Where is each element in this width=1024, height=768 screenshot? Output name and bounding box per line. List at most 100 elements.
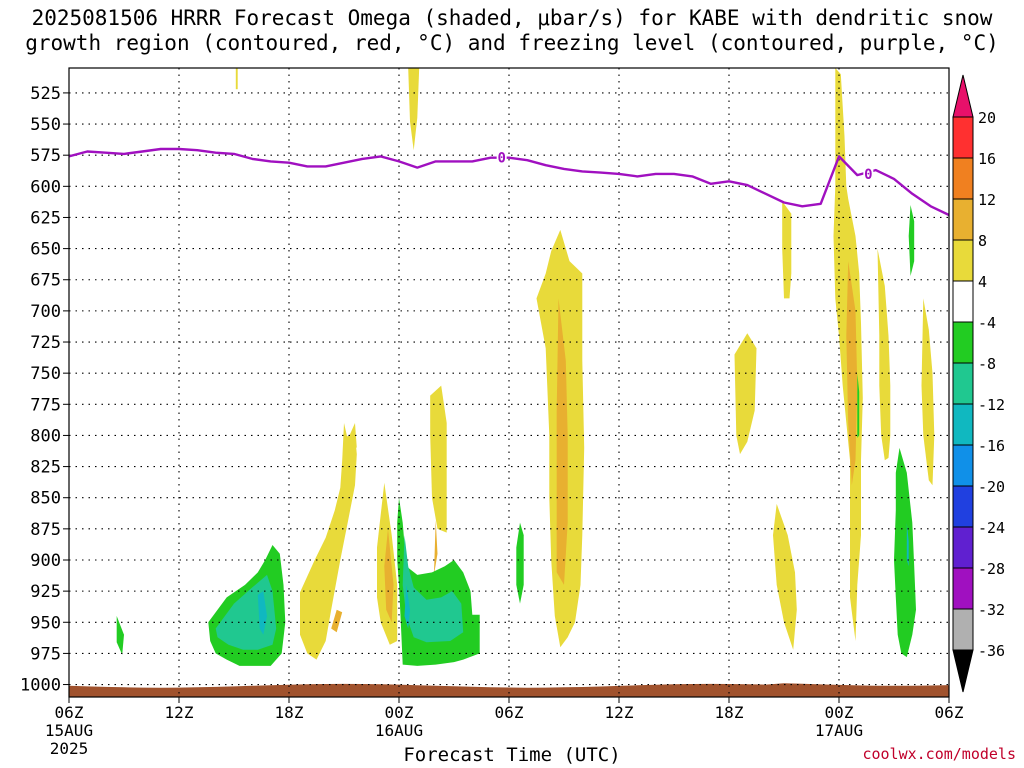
- y-tick-label-800: 800: [30, 426, 61, 446]
- x-tick-label-0: 06Z: [55, 703, 84, 722]
- y-tick-label-750: 750: [30, 364, 61, 384]
- credit-text[interactable]: coolwx.com/models: [862, 745, 1016, 763]
- omega-region-15: [846, 261, 858, 486]
- colorbar: 20 16 12 8 4 -4 -8 -12 -16 -20 -24 -28 -32 -36: [952, 74, 1005, 693]
- x-date-label-7: 17AUG: [815, 721, 863, 740]
- omega-region-29: [906, 522, 909, 567]
- colorbar-label--12: -12: [978, 396, 1005, 414]
- omega-region-26: [402, 535, 464, 643]
- colorbar-label--8: -8: [978, 355, 996, 373]
- colorbar-band-2: [952, 198, 974, 241]
- omega-region-22: [908, 205, 915, 276]
- freezing-level-layer: 00: [69, 147, 949, 217]
- freezing-level-label-1: 0: [864, 167, 872, 183]
- x-tick-label-4: 06Z: [495, 703, 524, 722]
- omega-region-12: [921, 298, 935, 486]
- x-tick-label-2: 18Z: [275, 703, 304, 722]
- y-tick-label-550: 550: [30, 115, 61, 135]
- omega-region-18: [116, 616, 124, 655]
- omega-region-21: [516, 522, 524, 604]
- y-tick-label-825: 825: [30, 458, 61, 478]
- colorbar-band-3: [952, 239, 974, 282]
- title-line-1: 2025081506 HRRR Forecast Omega (shaded, …: [31, 6, 993, 30]
- x-year-label-0: 2025: [50, 739, 89, 758]
- colorbar-band-11: [952, 567, 974, 610]
- omega-region-17: [331, 609, 343, 633]
- y-axis-ticks: 525 550 575 600 625 650 675 700 725 750 775 800 825 8…: [20, 84, 69, 696]
- omega-region-8: [782, 201, 792, 299]
- omega-region-1: [408, 68, 420, 151]
- freezing-label-bg-0: [496, 149, 507, 165]
- y-tick-label-525: 525: [30, 84, 61, 104]
- omega-region-14: [556, 298, 568, 585]
- surface-terrain: [69, 683, 949, 697]
- freezing-label-bg-1: [863, 165, 874, 181]
- colorbar-label-20: 20: [978, 109, 996, 127]
- colorbar-band-9: [952, 485, 974, 528]
- omega-region-11: [877, 248, 891, 461]
- colorbar-label--32: -32: [978, 601, 1005, 619]
- omega-region-3: [344, 423, 357, 448]
- chart-title: 2025081506 HRRR Forecast Omega (shaded, …: [0, 6, 1024, 56]
- y-tick-label-625: 625: [30, 208, 61, 228]
- x-tick-label-6: 18Z: [715, 703, 744, 722]
- x-axis-label: Forecast Time (UTC): [403, 744, 621, 766]
- colorbar-top-arrow: [952, 74, 974, 118]
- colorbar-band-7: [952, 403, 974, 446]
- y-tick-label-950: 950: [30, 613, 61, 633]
- colorbar-band-5: [952, 321, 974, 364]
- x-tick-label-8: 06Z: [935, 703, 964, 722]
- y-tick-label-975: 975: [30, 644, 61, 664]
- omega-shading-layer: [116, 68, 935, 666]
- omega-region-0: [235, 68, 238, 90]
- freezing-level-line: [69, 147, 949, 217]
- y-tick-label-575: 575: [30, 146, 61, 166]
- omega-region-23: [894, 447, 916, 658]
- colorbar-label--4: -4: [978, 314, 996, 332]
- colorbar-band-10: [952, 526, 974, 569]
- colorbar-label-4: 4: [978, 273, 987, 291]
- colorbar-label--16: -16: [978, 437, 1005, 455]
- y-tick-label-675: 675: [30, 271, 61, 291]
- x-tick-label-1: 12Z: [165, 703, 194, 722]
- omega-region-24: [857, 373, 860, 438]
- omega-region-4: [430, 385, 447, 533]
- omega-region-9: [773, 503, 797, 650]
- omega-region-13: [384, 528, 394, 623]
- x-date-label-0: 15AUG: [45, 721, 93, 740]
- colorbar-label--24: -24: [978, 519, 1005, 537]
- title-line-2: growth region (contoured, red, °C) and f…: [25, 31, 999, 55]
- y-tick-label-775: 775: [30, 395, 61, 415]
- y-tick-label-850: 850: [30, 489, 61, 509]
- colorbar-band-8: [952, 444, 974, 487]
- colorbar-label-16: 16: [978, 150, 996, 168]
- omega-region-27: [257, 591, 267, 635]
- colorbar-label--36: -36: [978, 642, 1005, 660]
- colorbar-band-6: [952, 362, 974, 405]
- y-tick-label-875: 875: [30, 520, 61, 540]
- y-tick-label-925: 925: [30, 582, 61, 602]
- colorbar-band-12: [952, 608, 974, 651]
- y-tick-label-1000: 1000: [20, 676, 61, 696]
- omega-region-7: [734, 333, 757, 455]
- y-tick-label-600: 600: [30, 177, 61, 197]
- colorbar-band-0: [952, 116, 974, 159]
- x-tick-label-5: 12Z: [605, 703, 634, 722]
- plot-frame: [68, 67, 950, 698]
- omega-region-2: [300, 423, 357, 660]
- freezing-level-label-0: 0: [497, 151, 505, 167]
- grid-lines: [69, 68, 949, 697]
- colorbar-label-8: 8: [978, 232, 987, 250]
- x-tick-label-7: 00Z: [825, 703, 854, 722]
- y-tick-label-700: 700: [30, 302, 61, 322]
- omega-region-28: [404, 584, 410, 629]
- x-tick-label-3: 00Z: [385, 703, 414, 722]
- colorbar-label--20: -20: [978, 478, 1005, 496]
- colorbar-label-12: 12: [978, 191, 996, 209]
- x-date-label-3: 16AUG: [375, 721, 423, 740]
- y-tick-label-650: 650: [30, 240, 61, 260]
- colorbar-band-1: [952, 157, 974, 200]
- colorbar-label--28: -28: [978, 560, 1005, 578]
